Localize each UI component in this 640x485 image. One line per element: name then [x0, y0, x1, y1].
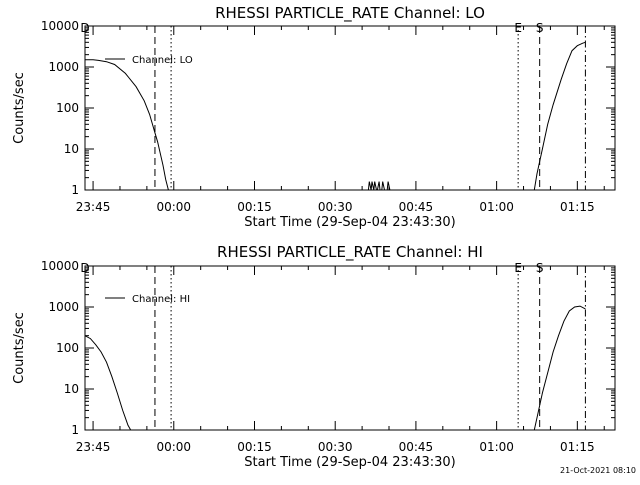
- marker-label: D: [80, 21, 89, 35]
- x-tick-label: 23:45: [76, 200, 111, 214]
- y-axis-label: Counts/sec: [12, 72, 27, 144]
- series-line-segment: [84, 335, 132, 431]
- marker-label: E: [514, 21, 522, 35]
- x-tick-label: 00:45: [399, 440, 434, 454]
- series-line-segment: [367, 181, 393, 191]
- legend-entry: Channel: LO: [132, 55, 193, 66]
- series-line-segment: [85, 59, 169, 191]
- marker-label: S: [536, 261, 544, 275]
- y-axis-label: Counts/sec: [12, 312, 27, 384]
- x-tick-label: 00:15: [237, 440, 272, 454]
- y-tick-label: 1: [71, 423, 79, 437]
- y-tick-label: 100: [56, 341, 79, 355]
- x-tick-label: 00:30: [318, 440, 353, 454]
- x-tick-label: 01:15: [560, 200, 595, 214]
- x-axis-label: Start Time (29-Sep-04 23:43:30): [244, 215, 455, 230]
- y-tick-label: 10: [64, 142, 79, 156]
- panel-1: RHESSI PARTICLE_RATE Channel: LO Counts/s…: [12, 4, 616, 230]
- x-tick-label: 00:00: [156, 200, 191, 214]
- x-tick-label: 23:45: [76, 440, 111, 454]
- x-tick-label: 00:15: [237, 200, 272, 214]
- plot-frame: [84, 265, 616, 431]
- y-tick-label: 1: [71, 183, 79, 197]
- x-axis-label: Start Time (29-Sep-04 23:43:30): [244, 455, 455, 470]
- chart-title: RHESSI PARTICLE_RATE Channel: HI: [217, 243, 483, 262]
- x-tick-label: 00:30: [318, 200, 353, 214]
- x-tick-label: 01:15: [560, 440, 595, 454]
- x-tick-label: 01:00: [479, 200, 514, 214]
- y-tick-label: 10000: [41, 259, 79, 273]
- x-tick-label: 01:00: [479, 440, 514, 454]
- series-line-segment: [533, 41, 586, 191]
- y-tick-label: 100: [56, 101, 79, 115]
- legend-entry: Channel: HI: [132, 294, 190, 305]
- y-tick-label: 1000: [48, 300, 79, 314]
- marker-label: S: [536, 21, 544, 35]
- marker-label: D: [80, 261, 89, 275]
- y-tick-label: 10: [64, 382, 79, 396]
- timestamp: 21-Oct-2021 08:10: [560, 466, 636, 475]
- plot-frame: [84, 25, 616, 191]
- marker-label: E: [514, 261, 522, 275]
- series-line-segment: [533, 305, 586, 431]
- y-tick-label: 1000: [48, 60, 79, 74]
- y-tick-label: 10000: [41, 19, 79, 33]
- x-tick-label: 00:45: [399, 200, 434, 214]
- panel-2: RHESSI PARTICLE_RATE Channel: HI Counts/s…: [12, 243, 616, 470]
- x-tick-label: 00:00: [156, 440, 191, 454]
- chart-title: RHESSI PARTICLE_RATE Channel: LO: [215, 4, 485, 23]
